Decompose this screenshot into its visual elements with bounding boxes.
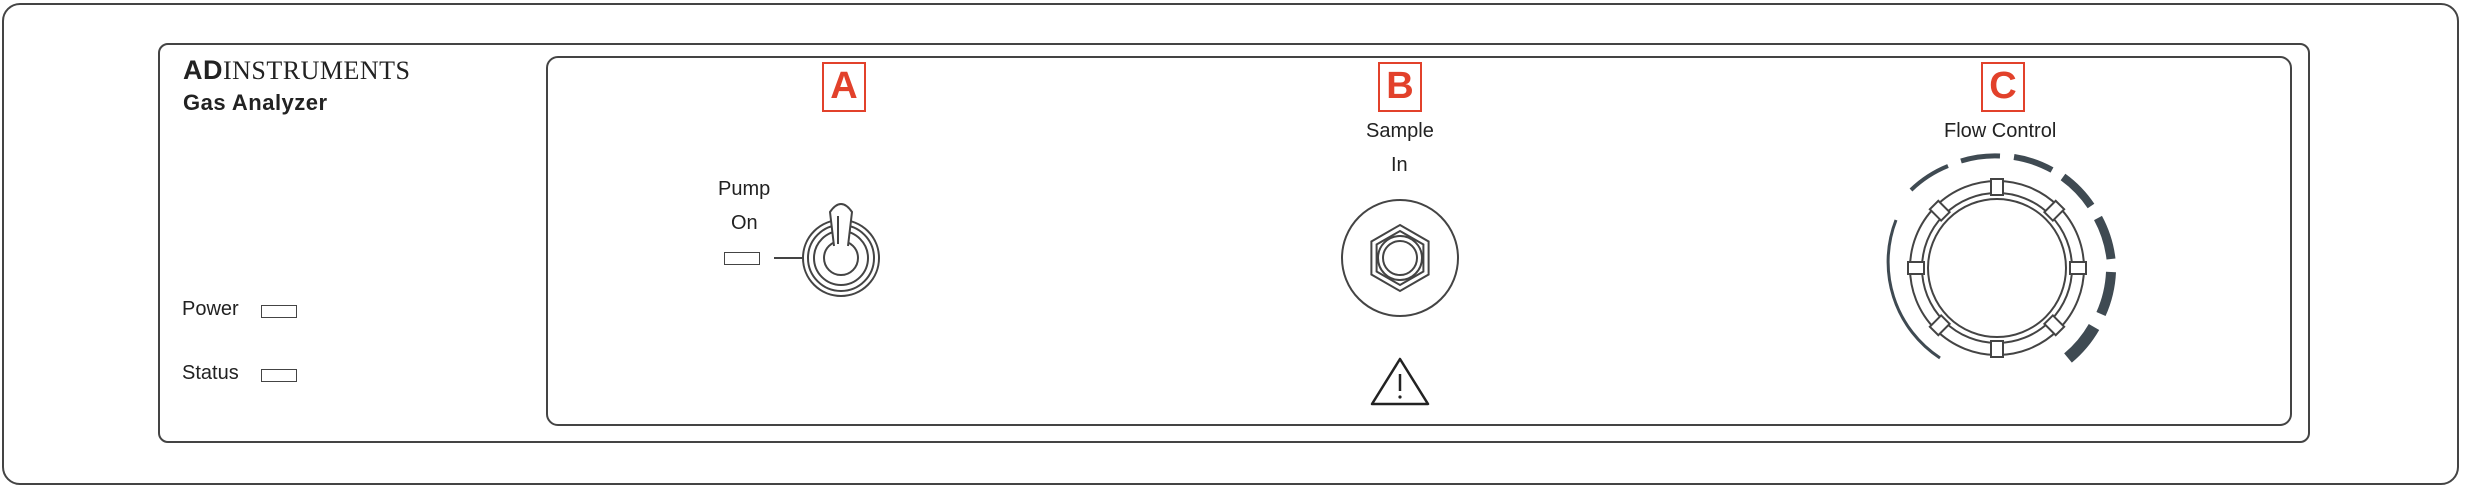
knob-grip-ridge (2042, 313, 2066, 337)
status-indicator-led (261, 369, 297, 382)
knob-grip-ridge (1928, 313, 1952, 337)
device-chassis (2, 3, 2459, 485)
model-name: Gas Analyzer (183, 90, 328, 115)
pump-label: Pump (718, 178, 771, 200)
control-panel-inset (546, 56, 2292, 426)
gas-inlet-connector-icon[interactable] (1341, 199, 1459, 317)
flow-control-label: Flow Control (1944, 120, 2057, 142)
brand-logo-name: INSTRUMENTS (223, 56, 411, 85)
toggle-switch-icon[interactable] (774, 203, 880, 297)
knob-grip-ridge (1928, 199, 1952, 223)
callout-c: C (1981, 62, 2025, 112)
callout-a: A (822, 62, 866, 112)
power-indicator-led (261, 305, 297, 318)
knob-grip-ridge (2042, 199, 2066, 223)
sample-in-label: In (1391, 154, 1408, 176)
pump-on-label: On (731, 212, 758, 234)
knob-grip-ridge (1990, 340, 2004, 358)
knob-grip-ridge (1990, 178, 2004, 196)
brand-logo-ad: AD (183, 55, 223, 85)
flow-control-knob-icon[interactable] (1886, 153, 2116, 363)
knob-grip-ridge (1907, 261, 1925, 275)
callout-b: B (1378, 62, 1422, 112)
knob-grip-ridge (2069, 261, 2087, 275)
front-panel (158, 43, 2310, 443)
sample-label: Sample (1366, 120, 1434, 142)
status-label: Status (182, 362, 239, 384)
pump-indicator-led (724, 252, 760, 265)
warning-triangle-icon (1370, 357, 1430, 406)
power-label: Power (182, 298, 239, 320)
brand-logo: ADINSTRUMENTS (183, 55, 411, 86)
